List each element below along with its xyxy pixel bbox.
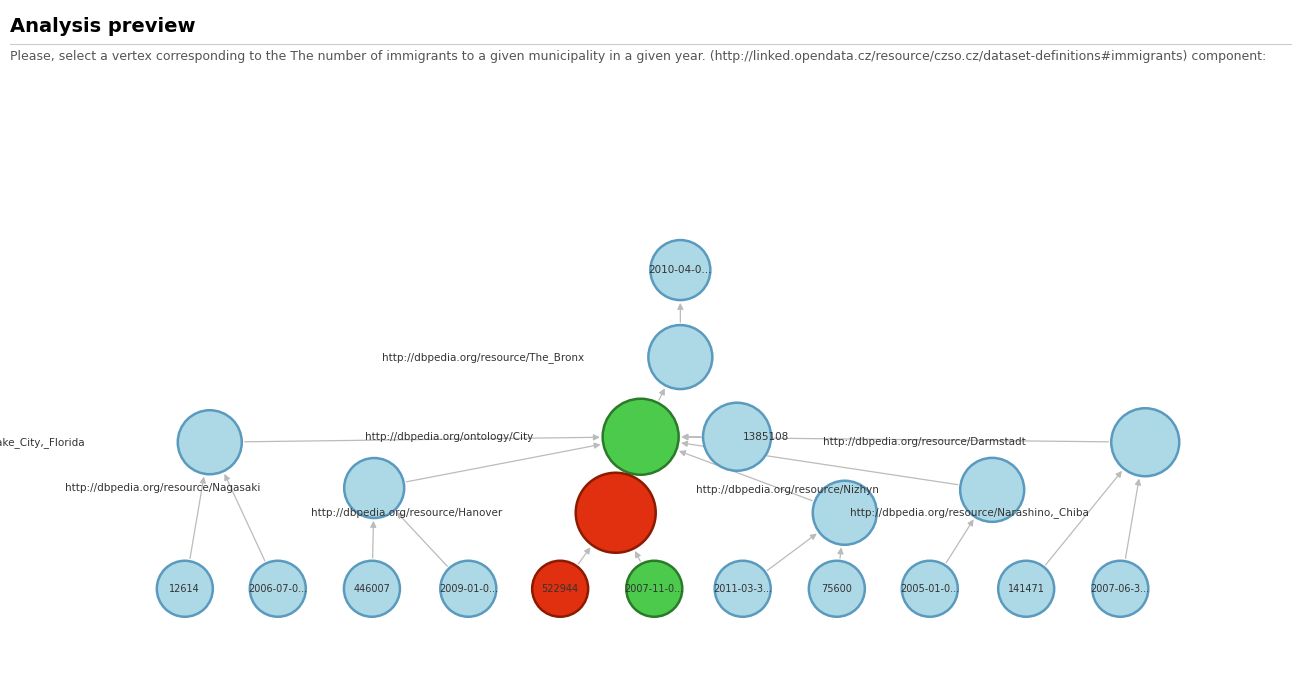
Text: Analysis preview: Analysis preview	[10, 17, 196, 36]
Ellipse shape	[156, 561, 213, 616]
Text: http://dbpedia.org/resource/Nagasaki: http://dbpedia.org/resource/Nagasaki	[65, 483, 261, 493]
Text: 2006-07-0...: 2006-07-0...	[248, 583, 308, 594]
Ellipse shape	[441, 561, 497, 616]
Ellipse shape	[715, 561, 771, 616]
Ellipse shape	[1093, 561, 1149, 616]
Ellipse shape	[1111, 409, 1179, 476]
Ellipse shape	[575, 472, 656, 553]
Text: 75600: 75600	[822, 583, 853, 594]
Text: http://dbpedia.org/resource/Narashino,_Chiba: http://dbpedia.org/resource/Narashino,_C…	[850, 507, 1089, 518]
Ellipse shape	[344, 458, 404, 518]
Ellipse shape	[344, 561, 400, 616]
Text: http://dbpedia.org/resource/The_Bronx: http://dbpedia.org/resource/The_Bronx	[382, 351, 584, 363]
Text: http://dbpedia.org/ontology/City: http://dbpedia.org/ontology/City	[365, 432, 533, 441]
Text: 2009-01-0...: 2009-01-0...	[439, 583, 498, 594]
Text: http://dbpedia.org/resource/Hanover: http://dbpedia.org/resource/Hanover	[312, 507, 502, 518]
Ellipse shape	[960, 458, 1024, 522]
Text: 2011-03-3...: 2011-03-3...	[713, 583, 772, 594]
Text: 2007-11-0...: 2007-11-0...	[625, 583, 683, 594]
Ellipse shape	[651, 240, 711, 300]
Ellipse shape	[532, 561, 588, 616]
Ellipse shape	[812, 481, 876, 544]
Text: 12614: 12614	[170, 583, 201, 594]
Text: http://dbpedia.org/resource/Lake_City,_Florida: http://dbpedia.org/resource/Lake_City,_F…	[0, 437, 85, 448]
Ellipse shape	[902, 561, 958, 616]
Text: 2010-04-0...: 2010-04-0...	[648, 265, 712, 275]
Ellipse shape	[703, 402, 771, 470]
Ellipse shape	[648, 325, 712, 389]
Ellipse shape	[177, 411, 241, 474]
Text: 2005-01-0...: 2005-01-0...	[900, 583, 960, 594]
Ellipse shape	[626, 561, 682, 616]
Text: 522944: 522944	[541, 583, 579, 594]
Ellipse shape	[808, 561, 865, 616]
Ellipse shape	[602, 398, 678, 474]
Text: http://dbpedia.org/resource/Darmstadt: http://dbpedia.org/resource/Darmstadt	[823, 437, 1026, 448]
Text: http://dbpedia.org/resource/Nizhyn: http://dbpedia.org/resource/Nizhyn	[696, 485, 879, 495]
Text: 141471: 141471	[1008, 583, 1045, 594]
Text: Please, select a vertex corresponding to the The number of immigrants to a given: Please, select a vertex corresponding to…	[10, 50, 1266, 63]
Ellipse shape	[998, 561, 1054, 616]
Text: 446007: 446007	[353, 583, 390, 594]
Text: 2007-06-3...: 2007-06-3...	[1090, 583, 1150, 594]
Ellipse shape	[250, 561, 306, 616]
Text: 1385108: 1385108	[743, 432, 789, 441]
